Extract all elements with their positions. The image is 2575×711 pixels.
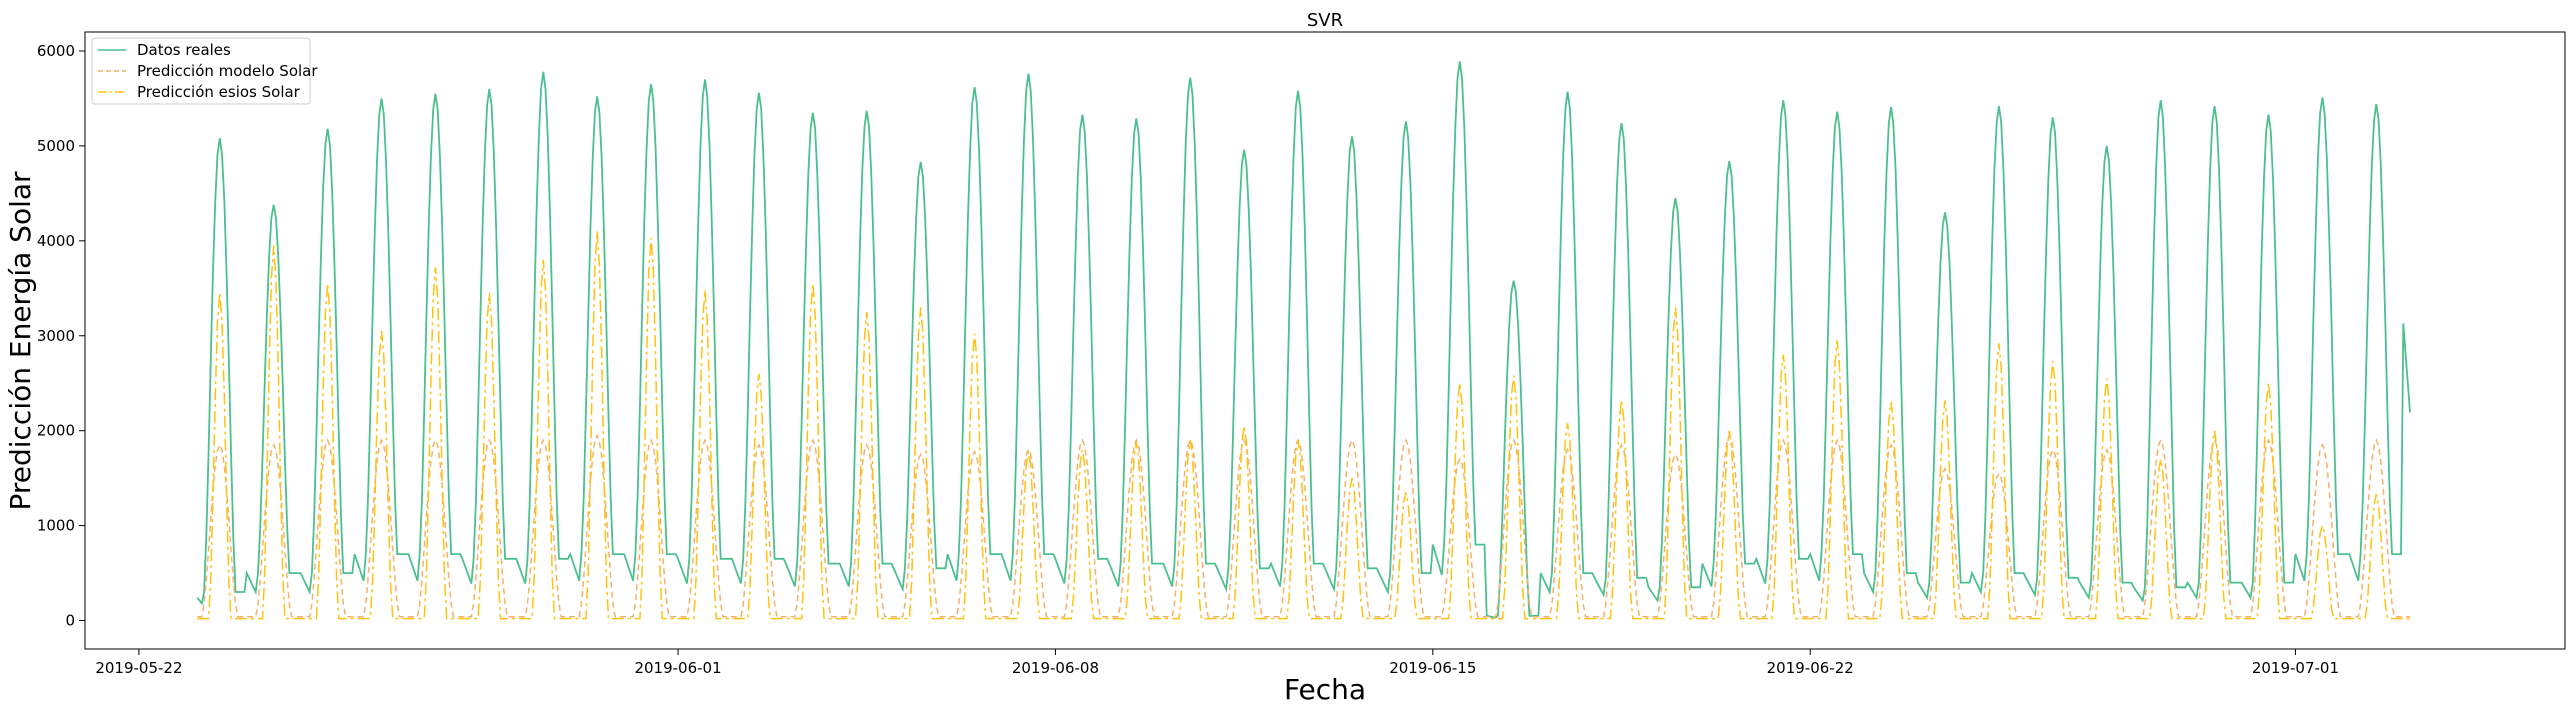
y-tick-label: 2000: [37, 422, 75, 440]
x-tick-label: 2019-07-01: [2252, 659, 2339, 677]
y-axis-label: Predicción Energía Solar: [4, 171, 37, 511]
y-axis-ticks: 0 1000 2000 3000 4000 5000 6000: [37, 42, 85, 630]
legend: Datos reales Predicción modelo Solar Pre…: [91, 37, 318, 105]
legend-box: [91, 37, 311, 105]
y-tick-label: 5000: [37, 137, 75, 155]
y-tick-label: 3000: [37, 327, 75, 345]
plot-area-frame: [84, 31, 2566, 650]
x-tick-label: 2019-06-01: [634, 659, 721, 677]
legend-label-prediccion-esios-solar: Predicción esios Solar: [137, 83, 301, 101]
y-tick-label: 6000: [37, 42, 75, 60]
x-axis-label: Fecha: [1284, 673, 1366, 706]
x-tick-label: 2019-06-08: [1012, 659, 1099, 677]
legend-label-prediccion-modelo-solar: Predicción modelo Solar: [137, 62, 318, 80]
series-line-datos-reales: [196, 61, 2411, 619]
y-tick-label: 0: [65, 612, 75, 630]
x-tick-label: 2019-06-22: [1767, 659, 1854, 677]
chart-title: SVR: [1307, 10, 1343, 31]
x-tick-label: 2019-05-22: [95, 659, 182, 677]
x-axis-ticks: 2019-05-22 2019-06-01 2019-06-08 2019-06-15…: [95, 649, 2339, 677]
series-layer: [196, 61, 2411, 620]
legend-label-datos-reales: Datos reales: [137, 41, 231, 59]
y-tick-label: 4000: [37, 232, 75, 250]
y-tick-label: 1000: [37, 517, 75, 535]
x-tick-label: 2019-06-15: [1389, 659, 1476, 677]
series-line-prediccion-esios-solar: [197, 231, 2410, 620]
